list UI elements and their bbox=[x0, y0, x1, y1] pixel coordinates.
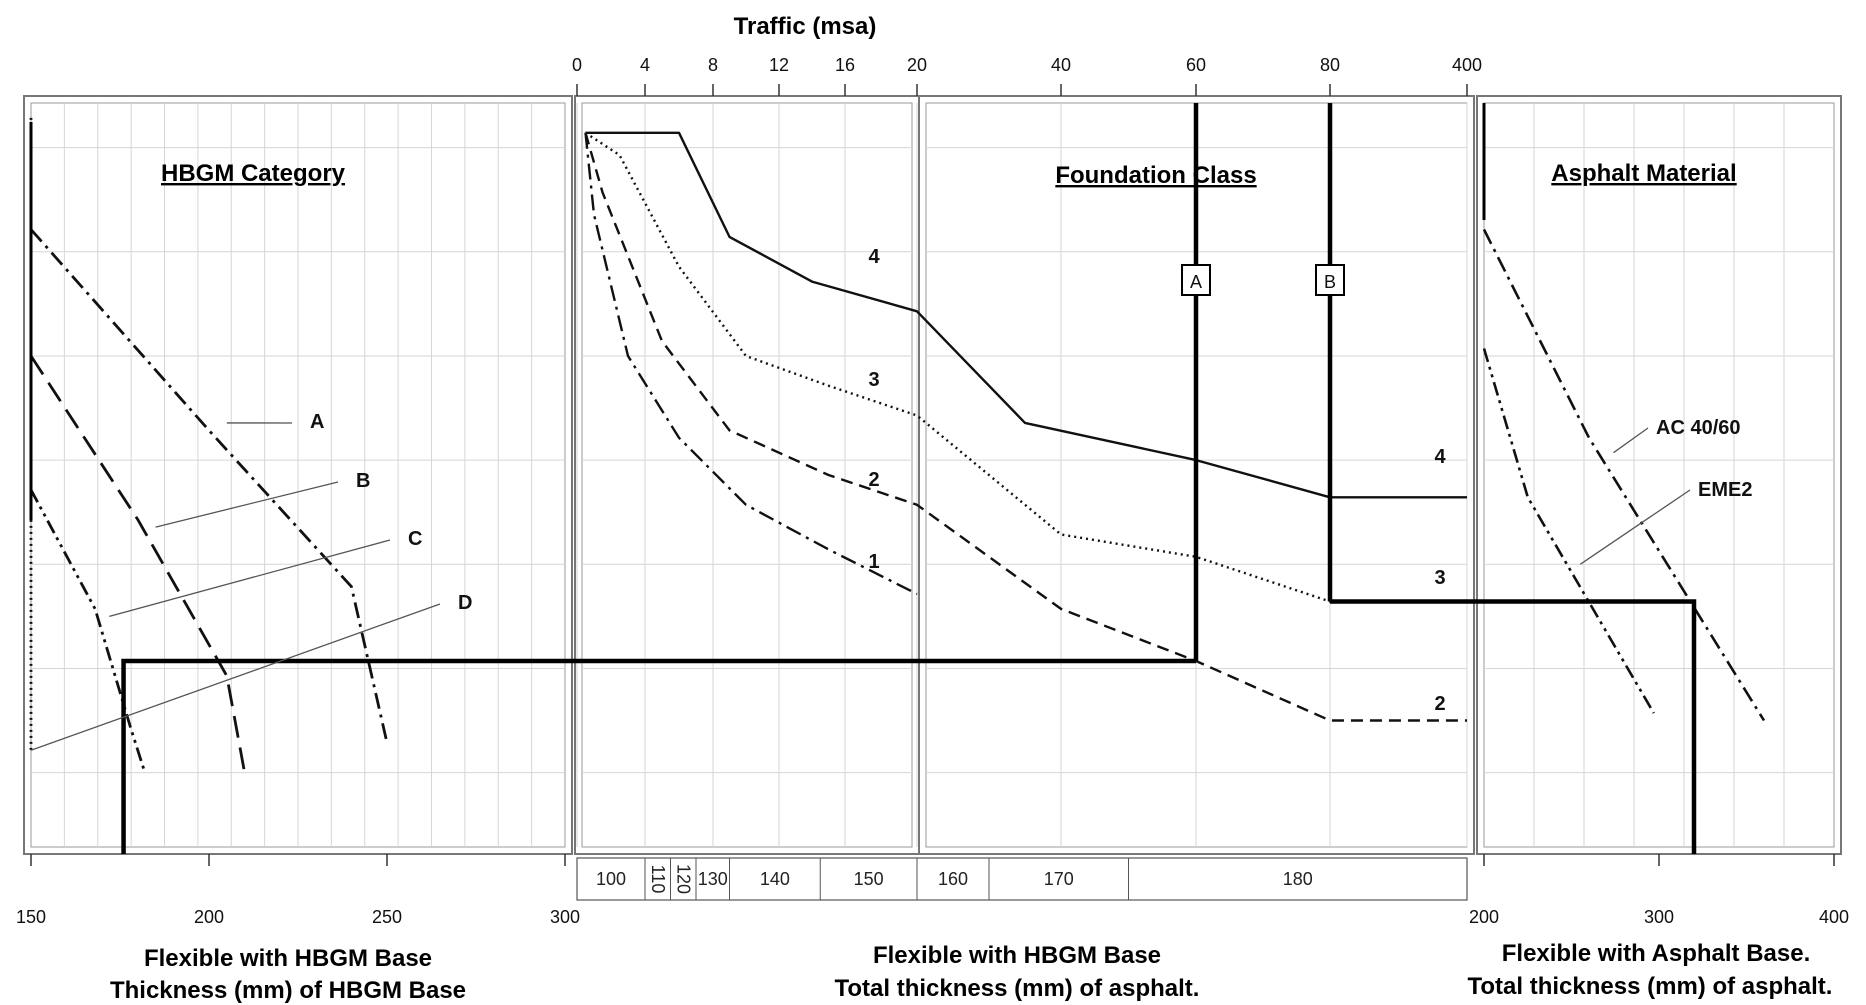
foundation-curve-4 bbox=[585, 131, 1467, 499]
top-tick-label: 0 bbox=[572, 55, 582, 75]
hbgm-xlabel-2: Thickness (mm) of HBGM Base bbox=[110, 977, 466, 1004]
callout-label-a: A bbox=[310, 411, 324, 433]
asphalt-design-path bbox=[1330, 599, 1697, 854]
foundation-xlabel-1: Flexible with HBGM Base bbox=[873, 942, 1161, 969]
asphalt-callout-leader bbox=[1613, 427, 1649, 454]
asphalt-callout-leader bbox=[1579, 489, 1691, 565]
callout-label-b: B bbox=[356, 470, 370, 492]
thickness-band-label: 180 bbox=[1283, 869, 1313, 889]
callout-leader-b bbox=[155, 481, 339, 528]
asphalt-xlabel-1: Flexible with Asphalt Base. bbox=[1502, 940, 1811, 967]
asphalt-callout-label: EME2 bbox=[1698, 479, 1752, 501]
foundation-curve-label-3: 3 bbox=[1434, 567, 1445, 589]
panel-title-asphalt: Asphalt Material bbox=[1551, 160, 1736, 187]
top-tick-label: 20 bbox=[907, 55, 927, 75]
hbgm-tick-label: 200 bbox=[194, 907, 224, 927]
foundation-curve-label-1: 1 bbox=[868, 551, 879, 573]
panel-frame-hbgm bbox=[23, 95, 573, 855]
thickness-band-label: 160 bbox=[938, 869, 968, 889]
callout-label-c: C bbox=[408, 528, 422, 550]
thickness-bands: 100 110 120 130 140 150 160 170 180 bbox=[576, 857, 1468, 901]
panel-frame-traffic-low bbox=[574, 95, 920, 855]
thickness-band-label: 170 bbox=[1044, 869, 1074, 889]
top-tick-label: 4 bbox=[640, 55, 650, 75]
panel-title-foundation: Foundation Class bbox=[1055, 162, 1256, 189]
thickness-band-label: 140 bbox=[760, 869, 790, 889]
top-tick-label: 12 bbox=[769, 55, 789, 75]
foundation-marker-label-a: A bbox=[1190, 272, 1202, 292]
panel-frame-traffic-low-inner bbox=[581, 102, 913, 848]
panel-frame-asphalt-inner bbox=[1483, 102, 1835, 848]
thickness-band-label: 100 bbox=[596, 869, 626, 889]
hbgm-tick-label: 150 bbox=[16, 907, 46, 927]
top-tick-label: 8 bbox=[708, 55, 718, 75]
hbgm-xlabel-1: Flexible with HBGM Base bbox=[144, 945, 432, 972]
hbgm-tick-label: 250 bbox=[372, 907, 402, 927]
thickness-band-label: 130 bbox=[698, 869, 728, 889]
asphalt-tick-label: 300 bbox=[1644, 907, 1674, 927]
hbgm-curve-c bbox=[29, 489, 147, 774]
callout-leader-c bbox=[109, 539, 391, 617]
thickness-band-label: 110 bbox=[648, 865, 668, 894]
hbgm-curve-a bbox=[29, 228, 389, 744]
foundation-marker-box-b bbox=[1315, 264, 1345, 296]
labels: A B C D 4 3 2 1 4 3 2 A B AC 40/60 EME2 bbox=[30, 246, 1752, 751]
top-tick-label: 60 bbox=[1186, 55, 1206, 75]
grid-lines bbox=[31, 103, 1834, 847]
callout-leader-d bbox=[30, 603, 441, 751]
asphalt-curve-ac-40-60 bbox=[1482, 228, 1766, 722]
thickness-band-label: 120 bbox=[673, 864, 693, 894]
thickness-band-label: 150 bbox=[854, 869, 884, 889]
design-paths bbox=[29, 103, 1697, 854]
callout-label-d: D bbox=[458, 592, 472, 614]
top-tick-label: 16 bbox=[835, 55, 855, 75]
hbgm-design-path bbox=[121, 658, 1196, 854]
foundation-marker-box-a bbox=[1181, 264, 1211, 296]
curves bbox=[29, 117, 1766, 774]
asphalt-xlabel-2: Total thickness (mm) of asphalt. bbox=[1468, 973, 1833, 1000]
hbgm-tick-label: 300 bbox=[550, 907, 580, 927]
foundation-xlabel-2: Total thickness (mm) of asphalt. bbox=[835, 975, 1200, 1002]
top-axis-title: Traffic (msa) bbox=[734, 13, 877, 40]
asphalt-tick-label: 200 bbox=[1469, 907, 1499, 927]
top-tick-label: 80 bbox=[1320, 55, 1340, 75]
foundation-curve-label-3: 3 bbox=[868, 369, 879, 391]
panel-frame-asphalt bbox=[1476, 95, 1842, 855]
top-tick-label: 40 bbox=[1051, 55, 1071, 75]
foundation-curve-label-4: 4 bbox=[1434, 446, 1446, 468]
panel-title-hbgm: HBGM Category bbox=[161, 160, 346, 187]
panel-frames bbox=[23, 95, 1842, 855]
asphalt-callout-label: AC 40/60 bbox=[1656, 417, 1741, 439]
foundation-curve-label-4: 4 bbox=[868, 246, 880, 268]
top-tick-label: 400 bbox=[1452, 55, 1482, 75]
asphalt-tick-label: 400 bbox=[1819, 907, 1849, 927]
foundation-curve-label-2: 2 bbox=[868, 469, 879, 491]
foundation-curve-1 bbox=[584, 132, 918, 596]
foundation-marker-label-b: B bbox=[1324, 272, 1336, 292]
hbgm-curve-b bbox=[29, 355, 246, 773]
foundation-curve-3 bbox=[584, 131, 1467, 603]
foundation-curve-label-2: 2 bbox=[1434, 693, 1445, 715]
asphalt-curve-eme2 bbox=[1482, 348, 1655, 714]
foundation-curve-2 bbox=[584, 132, 1467, 722]
